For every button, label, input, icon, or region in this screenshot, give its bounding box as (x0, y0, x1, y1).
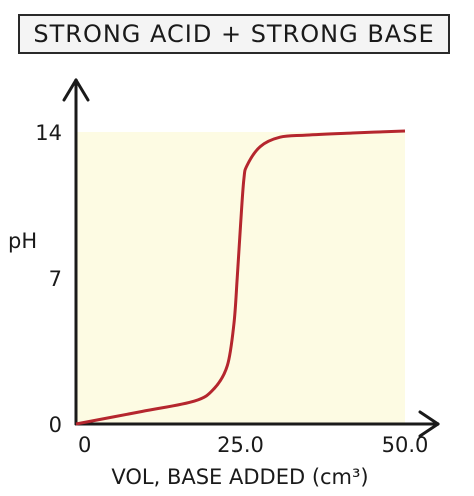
y-axis-arrow-left (62, 78, 78, 102)
x-axis-arrow-top (418, 410, 440, 426)
plot-background (76, 132, 405, 424)
y-tick-label: 0 (49, 413, 62, 437)
x-axis-arrow-bottom (418, 422, 440, 438)
y-axis-label: pH (8, 229, 37, 253)
x-tick-label: 25.0 (217, 433, 264, 457)
y-tick-label: 7 (49, 267, 62, 291)
y-axis-arrow-right (74, 78, 90, 102)
ph-curve (75, 129, 406, 426)
x-axis-label: VOL, BASE ADDED (cm³) (111, 465, 368, 489)
x-tick-label: 0 (78, 433, 91, 457)
x-tick-label: 50.0 (382, 433, 429, 457)
tick-labels: 0 7 14 0 25.0 50.0 (35, 121, 428, 457)
axes (62, 78, 440, 438)
y-tick-label: 14 (35, 121, 62, 145)
chart-title: STRONG ACID + STRONG BASE (18, 14, 450, 54)
